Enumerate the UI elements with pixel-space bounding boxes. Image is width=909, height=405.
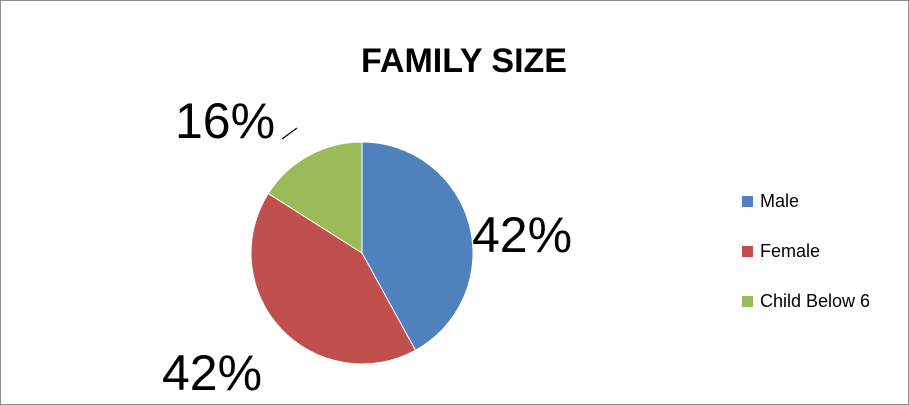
legend-swatch-male <box>742 196 753 207</box>
legend-label-female: Female <box>760 241 820 261</box>
data-label-male: 42% <box>472 207 572 263</box>
pie-slice-female <box>250 192 417 365</box>
legend-label-child-below-6: Child Below 6 <box>760 291 870 311</box>
data-label-child-below-6: 16% <box>175 93 275 149</box>
pie-slice-male <box>361 141 474 351</box>
pie-slice-child-below-6 <box>267 141 363 254</box>
legend-swatch-child-below-6 <box>742 296 753 307</box>
data-labels: 42% 42% 16% <box>162 93 572 401</box>
leader-line <box>281 127 298 140</box>
chart-title: FAMILY SIZE <box>361 42 567 80</box>
legend: Male Female Child Below 6 <box>742 191 870 311</box>
pie-slices <box>250 141 474 365</box>
legend-swatch-female <box>742 246 753 257</box>
legend-label-male: Male <box>760 191 799 211</box>
data-label-female: 42% <box>162 345 262 401</box>
